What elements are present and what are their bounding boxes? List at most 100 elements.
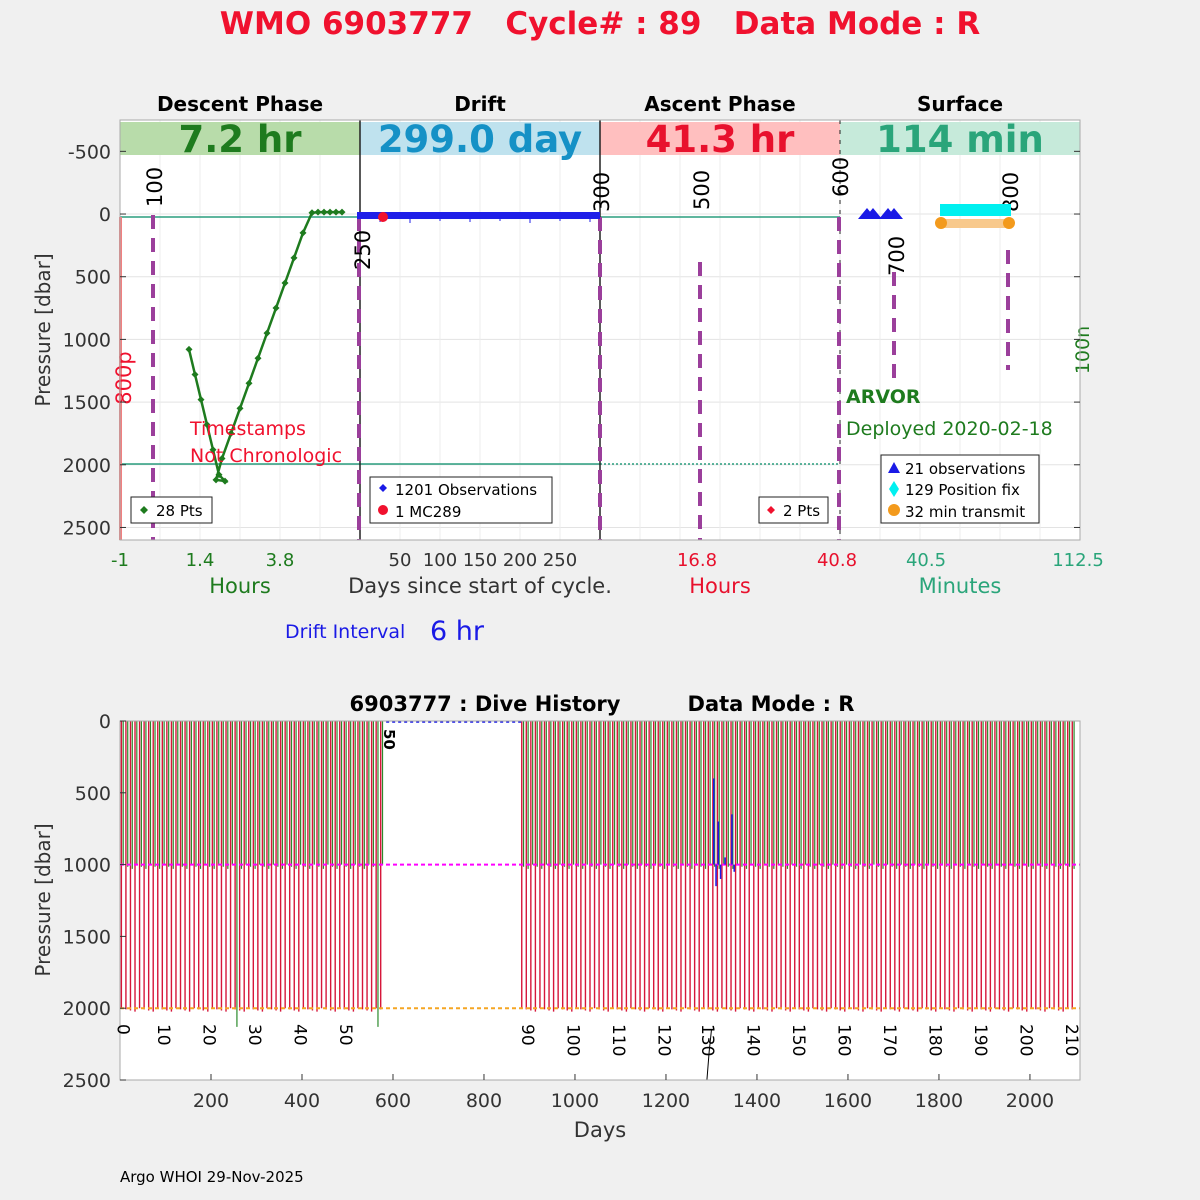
drift-interval-label: Drift Interval — [285, 621, 405, 643]
drift-duration-band — [360, 122, 600, 155]
drift-xtick-4: 250 — [543, 550, 577, 571]
cycle-label: 200 — [1015, 1024, 1035, 1056]
drift-xtick-3: 200 — [503, 550, 537, 571]
descent-point — [221, 477, 229, 485]
descent-point — [212, 476, 220, 484]
surface-transmit-bar — [941, 219, 1009, 228]
drift-duration: 299.0 day — [378, 118, 582, 161]
marker-label-100: 100 — [143, 167, 167, 207]
bottom-xtick-label: 1800 — [915, 1090, 963, 1112]
top-y-ticks: -500 0 500 1000 1500 2000 2500 — [63, 141, 1080, 539]
descent-point — [215, 471, 223, 479]
transmit-end-point — [1003, 217, 1015, 229]
descent-point — [326, 208, 334, 216]
footer-credit: Argo WHOI 29-Nov-2025 — [120, 1168, 304, 1186]
descent-point — [281, 279, 289, 287]
surface-legend-obs-marker — [888, 462, 900, 473]
deployment-date: Deployed 2020-02-18 — [846, 418, 1053, 440]
drift-legend-mc-marker — [378, 505, 388, 515]
cycle-label: 170 — [879, 1024, 899, 1056]
top-ytick-label: 1000 — [63, 329, 111, 351]
cycle-label: 210 — [1061, 1024, 1081, 1056]
descent-point — [320, 208, 328, 216]
bottom-xtick-label: 1400 — [733, 1090, 781, 1112]
transmit-start-point — [935, 217, 947, 229]
bottom-ytick-label: 2500 — [63, 1070, 111, 1092]
bottom-xtick-label: 400 — [284, 1090, 320, 1112]
marker-label-300: 300 — [590, 172, 614, 212]
surface-duration: 114 min — [876, 118, 1044, 161]
surface-legend-fix-label: 129 Position fix — [905, 481, 1020, 499]
drift-x-axis-label: Days since start of cycle. — [348, 574, 612, 598]
descent-legend-label: 28 Pts — [156, 502, 203, 520]
marker-label-700: 700 — [885, 236, 909, 276]
bottom-ytick-label: 1000 — [63, 855, 111, 877]
descent-point — [254, 354, 262, 362]
top-ytick-label: 2500 — [63, 517, 111, 539]
descent-xtick-2: 3.8 — [266, 550, 295, 571]
cycle-label: 160 — [833, 1024, 853, 1056]
drift-mc-point — [378, 212, 388, 222]
ascent-duration: 41.3 hr — [646, 118, 796, 161]
bottom-ytick-label: 1500 — [63, 926, 111, 948]
gap-cycle-label: 50 — [380, 729, 398, 750]
bottom-y-axis-label: Pressure [dbar] — [31, 823, 55, 976]
timestamps-warning-line2: Not Chronologic — [190, 445, 342, 467]
descent-point — [263, 329, 271, 337]
surface-xtick-1: 112.5 — [1052, 550, 1104, 571]
surface-position-fixes — [940, 204, 1011, 216]
surface-observations — [858, 208, 903, 219]
surface-xtick-0: 40.5 — [906, 550, 946, 571]
cycle-label: 20 — [199, 1024, 219, 1046]
drift-xtick-1: 100 — [423, 550, 457, 571]
descent-legend: 28 Pts — [130, 496, 213, 524]
descent-point — [218, 455, 226, 463]
bottom-ytick-label: 500 — [75, 783, 111, 805]
dive-history-title: 6903777 : Dive History — [350, 692, 621, 716]
ascent-xtick-0: 16.8 — [677, 550, 717, 571]
surface-legend: 21 observations 129 Position fix 32 min … — [880, 454, 1040, 524]
drift-legend: 1201 Observations 1 MC289 — [369, 476, 553, 524]
top-ytick-label: 500 — [75, 267, 111, 289]
cycle-label: 120 — [654, 1024, 674, 1056]
side-label-left: 800p — [112, 351, 136, 404]
bottom-xtick-label: 1000 — [551, 1090, 599, 1112]
dive-history-bars — [120, 720, 1075, 1027]
descent-point — [245, 379, 253, 387]
descent-point — [227, 429, 235, 437]
bottom-xtick-label: 200 — [193, 1090, 229, 1112]
cycle-label: 10 — [153, 1024, 173, 1046]
ascent-duration-band — [600, 122, 840, 155]
figure-title: WMO 6903777 Cycle# : 89 Data Mode : R — [220, 6, 981, 42]
bottom-x-axis-label: Days — [574, 1118, 626, 1142]
bottom-xtick-label: 2000 — [1006, 1090, 1054, 1112]
ascent-legend-label: 2 Pts — [783, 502, 820, 520]
panel-title-drift: Drift — [454, 92, 506, 116]
descent-xtick-1: 1.4 — [186, 550, 215, 571]
bottom-axes-frame — [119, 720, 1081, 1081]
cycle-label: 110 — [608, 1024, 628, 1056]
descent-point — [299, 229, 307, 237]
bottom-xtick-label: 1600 — [824, 1090, 872, 1112]
drift-interval-value: 6 hr — [430, 616, 485, 647]
descent-point — [308, 209, 316, 217]
cycle-label: 30 — [244, 1024, 264, 1046]
descent-point — [203, 421, 211, 429]
bottom-xtick-label: 1200 — [642, 1090, 690, 1112]
ascent-legend-marker — [767, 506, 775, 514]
panel-title-descent: Descent Phase — [157, 92, 323, 116]
side-label-right: 100n — [1072, 326, 1094, 374]
drift-legend-obs-marker — [379, 484, 387, 492]
bottom-xtick-label: 800 — [466, 1090, 502, 1112]
top-ytick-label: 1500 — [63, 392, 111, 414]
timestamps-warning-line1: Timestamps — [189, 418, 306, 440]
top-y-axis-label: Pressure [dbar] — [31, 253, 55, 406]
dive-history-data-mode: Data Mode : R — [688, 692, 855, 716]
descent-series — [185, 208, 346, 485]
ascent-xtick-1: 40.8 — [817, 550, 857, 571]
descent-duration-band — [120, 122, 360, 155]
descent-point — [236, 404, 244, 412]
cycle-label: 90 — [517, 1024, 537, 1046]
